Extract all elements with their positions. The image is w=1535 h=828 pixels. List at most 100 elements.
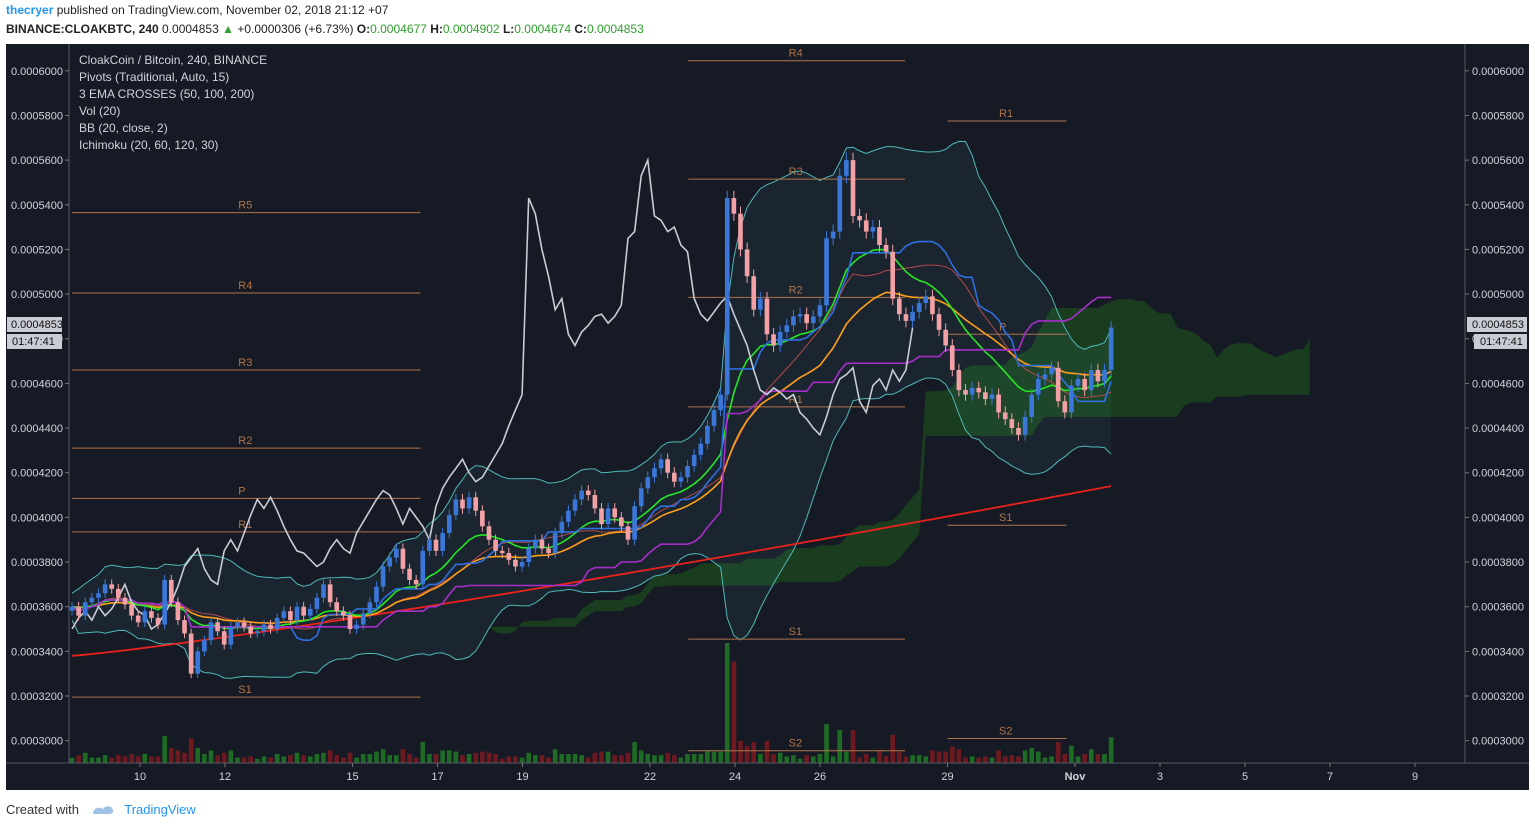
y-tick-label-left: 0.0004200 bbox=[11, 468, 63, 480]
ichimoku-lagging-line bbox=[71, 157, 914, 631]
x-tick-label: 10 bbox=[134, 771, 146, 783]
candle-body bbox=[129, 604, 134, 616]
high-value: 0.0004902 bbox=[442, 22, 500, 36]
pivot-label: P bbox=[238, 485, 245, 497]
x-tick-label: 22 bbox=[644, 771, 656, 783]
candle-body bbox=[407, 568, 412, 580]
y-tick-label-left: 0.0005000 bbox=[11, 289, 63, 301]
volume-bar bbox=[208, 750, 214, 763]
candle-body bbox=[897, 298, 902, 315]
right-timer-tag bbox=[1474, 334, 1527, 349]
candle-body bbox=[764, 298, 770, 335]
candle-body bbox=[374, 586, 379, 603]
volume-bar bbox=[850, 730, 856, 763]
volume-bar bbox=[1009, 755, 1015, 763]
candle-body bbox=[1036, 378, 1041, 395]
volume-bar bbox=[685, 754, 690, 763]
candle-body bbox=[810, 316, 816, 324]
y-tick-label-left: 0.0003000 bbox=[11, 736, 63, 748]
legend-ichimoku: Ichimoku (20, 60, 120, 30) bbox=[79, 138, 218, 152]
tradingview-link[interactable]: TradingView bbox=[124, 802, 196, 817]
candle-body bbox=[638, 488, 644, 507]
right-timer-text: 01:47:41 bbox=[1480, 336, 1523, 348]
candle-body bbox=[1022, 416, 1028, 435]
candle-body bbox=[96, 593, 101, 598]
candle-body bbox=[393, 548, 399, 558]
candle-body bbox=[261, 624, 267, 632]
volume-bar bbox=[890, 734, 896, 763]
pivot-label: S2 bbox=[999, 725, 1012, 737]
candle-body bbox=[1042, 374, 1048, 379]
volume-bar bbox=[559, 754, 565, 763]
pivot-label: R2 bbox=[789, 284, 803, 296]
volume-bar bbox=[446, 750, 452, 763]
candle-body bbox=[321, 584, 326, 598]
candle-body bbox=[1016, 428, 1021, 435]
y-tick-label-right: 0.0005400 bbox=[1472, 200, 1524, 212]
volume-bar bbox=[334, 755, 340, 763]
volume-bar bbox=[930, 750, 935, 763]
change-up-icon: ▲ bbox=[222, 22, 234, 36]
candle-body bbox=[625, 526, 631, 540]
volume-bar bbox=[579, 755, 584, 763]
candle-body bbox=[566, 510, 571, 522]
candle-body bbox=[327, 584, 333, 603]
candle-body bbox=[195, 651, 201, 674]
candle-body bbox=[248, 626, 254, 634]
candle-body bbox=[837, 175, 843, 232]
legend-ema: 3 EMA CROSSES (50, 100, 200) bbox=[79, 87, 254, 101]
volume-bar bbox=[963, 757, 968, 763]
volume-bar bbox=[228, 750, 234, 763]
volume-bar bbox=[883, 756, 889, 763]
candle-body bbox=[360, 613, 366, 625]
volume-bar bbox=[116, 755, 121, 763]
volume-bar bbox=[347, 752, 353, 763]
author-link[interactable]: thecryer bbox=[6, 3, 54, 17]
volume-bar bbox=[307, 756, 313, 763]
volume-bar bbox=[612, 755, 618, 763]
pivot-label: S1 bbox=[238, 684, 251, 696]
volume-bar bbox=[830, 756, 836, 763]
volume-bar bbox=[658, 755, 664, 763]
volume-bar bbox=[162, 736, 167, 763]
candle-body bbox=[460, 499, 465, 509]
volume-bar bbox=[870, 757, 876, 763]
y-tick-label-left: 0.0003200 bbox=[11, 691, 63, 703]
candle-body bbox=[82, 602, 88, 616]
volume-bar bbox=[129, 754, 134, 763]
volume-bar bbox=[261, 756, 267, 763]
volume-bar bbox=[936, 751, 942, 763]
legend-title: CloakCoin / Bitcoin, 240, BINANCE bbox=[79, 53, 267, 67]
candle-body bbox=[705, 425, 710, 444]
volume-bar bbox=[248, 756, 254, 763]
candle-body bbox=[413, 579, 419, 585]
candle-body bbox=[592, 495, 598, 509]
volume-bar bbox=[969, 756, 975, 763]
candle-body bbox=[155, 617, 161, 625]
ichimoku-cloud bbox=[270, 299, 1310, 634]
candle-body bbox=[420, 550, 426, 585]
high-label: H: bbox=[430, 22, 443, 36]
candle-body bbox=[817, 305, 823, 317]
candle-body bbox=[652, 468, 657, 478]
volume-bar bbox=[671, 755, 677, 763]
volume-bar bbox=[923, 756, 929, 763]
volume-bar bbox=[354, 757, 359, 763]
candle-body bbox=[175, 602, 181, 621]
chart-frame[interactable]: S1 P R1 R2 R3 R4 R5 S2 S1 R1 R2 R3 R4 S2 S1 P R1 0.00030… bbox=[6, 44, 1529, 790]
candle-body bbox=[288, 611, 293, 621]
volume-bar bbox=[758, 754, 763, 763]
candle-body bbox=[506, 553, 512, 560]
ohlc-line: BINANCE:CLOAKBTC, 240 0.0004853 ▲ +0.000… bbox=[6, 22, 644, 36]
volume-bar bbox=[215, 755, 220, 763]
candle-body bbox=[89, 597, 95, 603]
low-label: L: bbox=[502, 22, 515, 36]
volume-bar bbox=[592, 752, 598, 763]
y-tick-label-right: 0.0003600 bbox=[1472, 602, 1524, 614]
candle-body bbox=[513, 559, 518, 567]
candle-body bbox=[301, 606, 306, 616]
candle-body bbox=[241, 622, 247, 627]
publish-info: published on TradingView.com, November 0… bbox=[56, 3, 389, 17]
volume-bar bbox=[321, 752, 326, 763]
